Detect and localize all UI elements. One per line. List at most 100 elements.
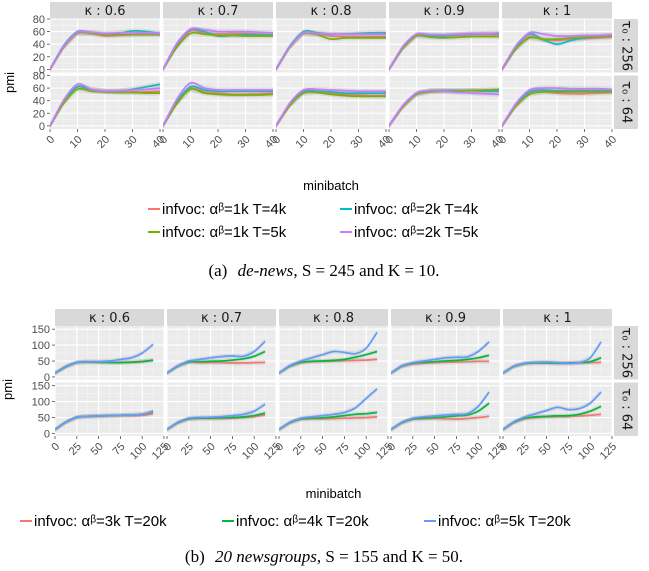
b-series-line [279,331,378,374]
a-x-tick-label: 10 [68,134,85,151]
a-series-line [502,31,612,70]
a-col-label: κ : 0.7 [198,4,239,19]
a-x-tick-label: 30 [236,134,253,151]
b-series-band [167,360,266,376]
b-x-tick-label: 50 [313,441,330,458]
caption-a-dataset: de-news [238,261,294,280]
a-series-line [50,83,160,127]
b-x-tick-label: 50 [425,441,442,458]
b-y-tick-label: 50 [38,356,50,368]
a-legend-label: infvoc: αᵝ=1k T=5k [162,224,287,241]
b-x-tick-label: 25 [179,441,196,458]
caption-b-dataset: 20 newsgroups [215,547,317,566]
b-series-band [391,389,490,432]
b-legend-label: infvoc: αᵝ=5k T=20k [438,513,571,530]
a-series-line [276,87,386,127]
a-col-label: κ : 0.6 [85,4,126,19]
a-series-line [163,85,273,127]
b-x-tick-label: 25 [291,441,308,458]
a-series-band [389,86,499,129]
a-x-tick-label: 20 [434,134,451,151]
a-series-line [276,31,386,70]
a-x-tick-label: 20 [95,134,112,151]
b-row-label: τ₀ : 64 [619,388,634,430]
b-x-tick-label: 25 [67,441,84,458]
a-series-line [163,81,273,127]
b-series-line [55,343,154,374]
a-series-band [389,88,499,129]
b-y-axis-title: pmi [0,379,15,400]
a-series-line [502,89,612,127]
a-series-group [163,26,273,72]
a-series-line [50,30,160,70]
b-series-band [167,349,266,376]
b-series-group [279,386,378,432]
b-series-band [503,389,602,432]
b-x-tick-label: 75 [222,441,239,458]
b-legend-label: infvoc: αᵝ=4k T=20k [236,513,369,530]
a-series-line [276,91,386,127]
a-row-strip [614,75,638,129]
b-x-tick-label: 100 [464,441,485,462]
b-row-strip [614,382,638,436]
b-series-band [503,404,602,432]
a-y-tick-label: 40 [33,96,45,108]
a-series-line [502,90,612,127]
b-x-tick-label: 50 [537,441,554,458]
a-series-band [502,85,612,129]
b-series-band [391,339,490,376]
b-y-tick-label: 0 [44,372,50,384]
a-y-tick-label: 80 [33,71,45,83]
b-series-group [55,342,154,376]
a-series-band [163,84,273,129]
b-y-tick-label: 150 [32,381,50,393]
a-x-axis-title: minibatch [303,178,359,193]
b-x-tick-label: 125 [598,441,619,462]
b-y-tick-label: 0 [44,428,50,440]
a-y-tick-label: 20 [33,108,45,120]
chart-a: κ : 0.6 κ : 0.7 κ : 0.8 κ : 0.9 κ : 1 τ₀ : 25… [2,2,638,241]
a-legend-label: infvoc: αᵝ=1k T=4k [162,201,287,218]
a-col-strip [50,2,160,19]
b-col-label: κ : 1 [543,311,572,326]
a-legend-label: infvoc: αᵝ=2k T=5k [354,224,479,241]
a-x-tick-label: 30 [575,134,592,151]
b-series-band [279,410,378,432]
a-series-band [276,90,386,129]
chart-b: κ : 0.6 κ : 0.7 κ : 0.8 κ : 0.9 κ : 1 τ₀ : 25… [0,309,638,530]
a-x-tick-label: 20 [208,134,225,151]
b-series-group [167,339,266,376]
b-col-strip [503,309,612,326]
a-col-strip [389,2,499,19]
a-series-group [276,86,386,129]
a-series-line [389,89,499,127]
a-col-strip [276,2,386,19]
a-y-axis-title: pmi [2,72,17,93]
b-series-line [503,341,602,374]
b-series-group [279,330,378,376]
a-series-band [163,86,273,129]
b-series-line [391,341,490,374]
a-x-tick-label: 0 [44,134,57,147]
a-series-band [389,88,499,129]
b-y-tick-label: 150 [32,324,50,336]
a-series-line [389,34,499,70]
a-x-tick-label: 20 [321,134,338,151]
a-series-band [502,89,612,129]
a-series-band [389,88,499,129]
b-series-group [503,389,602,432]
a-series-band [163,80,273,129]
b-y-tick-label: 50 [38,413,50,425]
b-series-line [503,391,602,431]
a-x-tick-label: 10 [407,134,424,151]
a-x-tick-label: 10 [181,134,198,151]
caption-b: (b) 20 newsgroups, S = 155 and K = 50. [185,547,463,566]
b-series-line [279,388,378,431]
a-series-group [50,28,160,72]
a-x-tick-label: 30 [462,134,479,151]
b-y-tick-label: 100 [32,397,50,409]
caption-a: (a) de-news, S = 245 and K = 10. [208,261,439,280]
b-x-tick-label: 50 [89,441,106,458]
a-series-line [502,35,612,70]
